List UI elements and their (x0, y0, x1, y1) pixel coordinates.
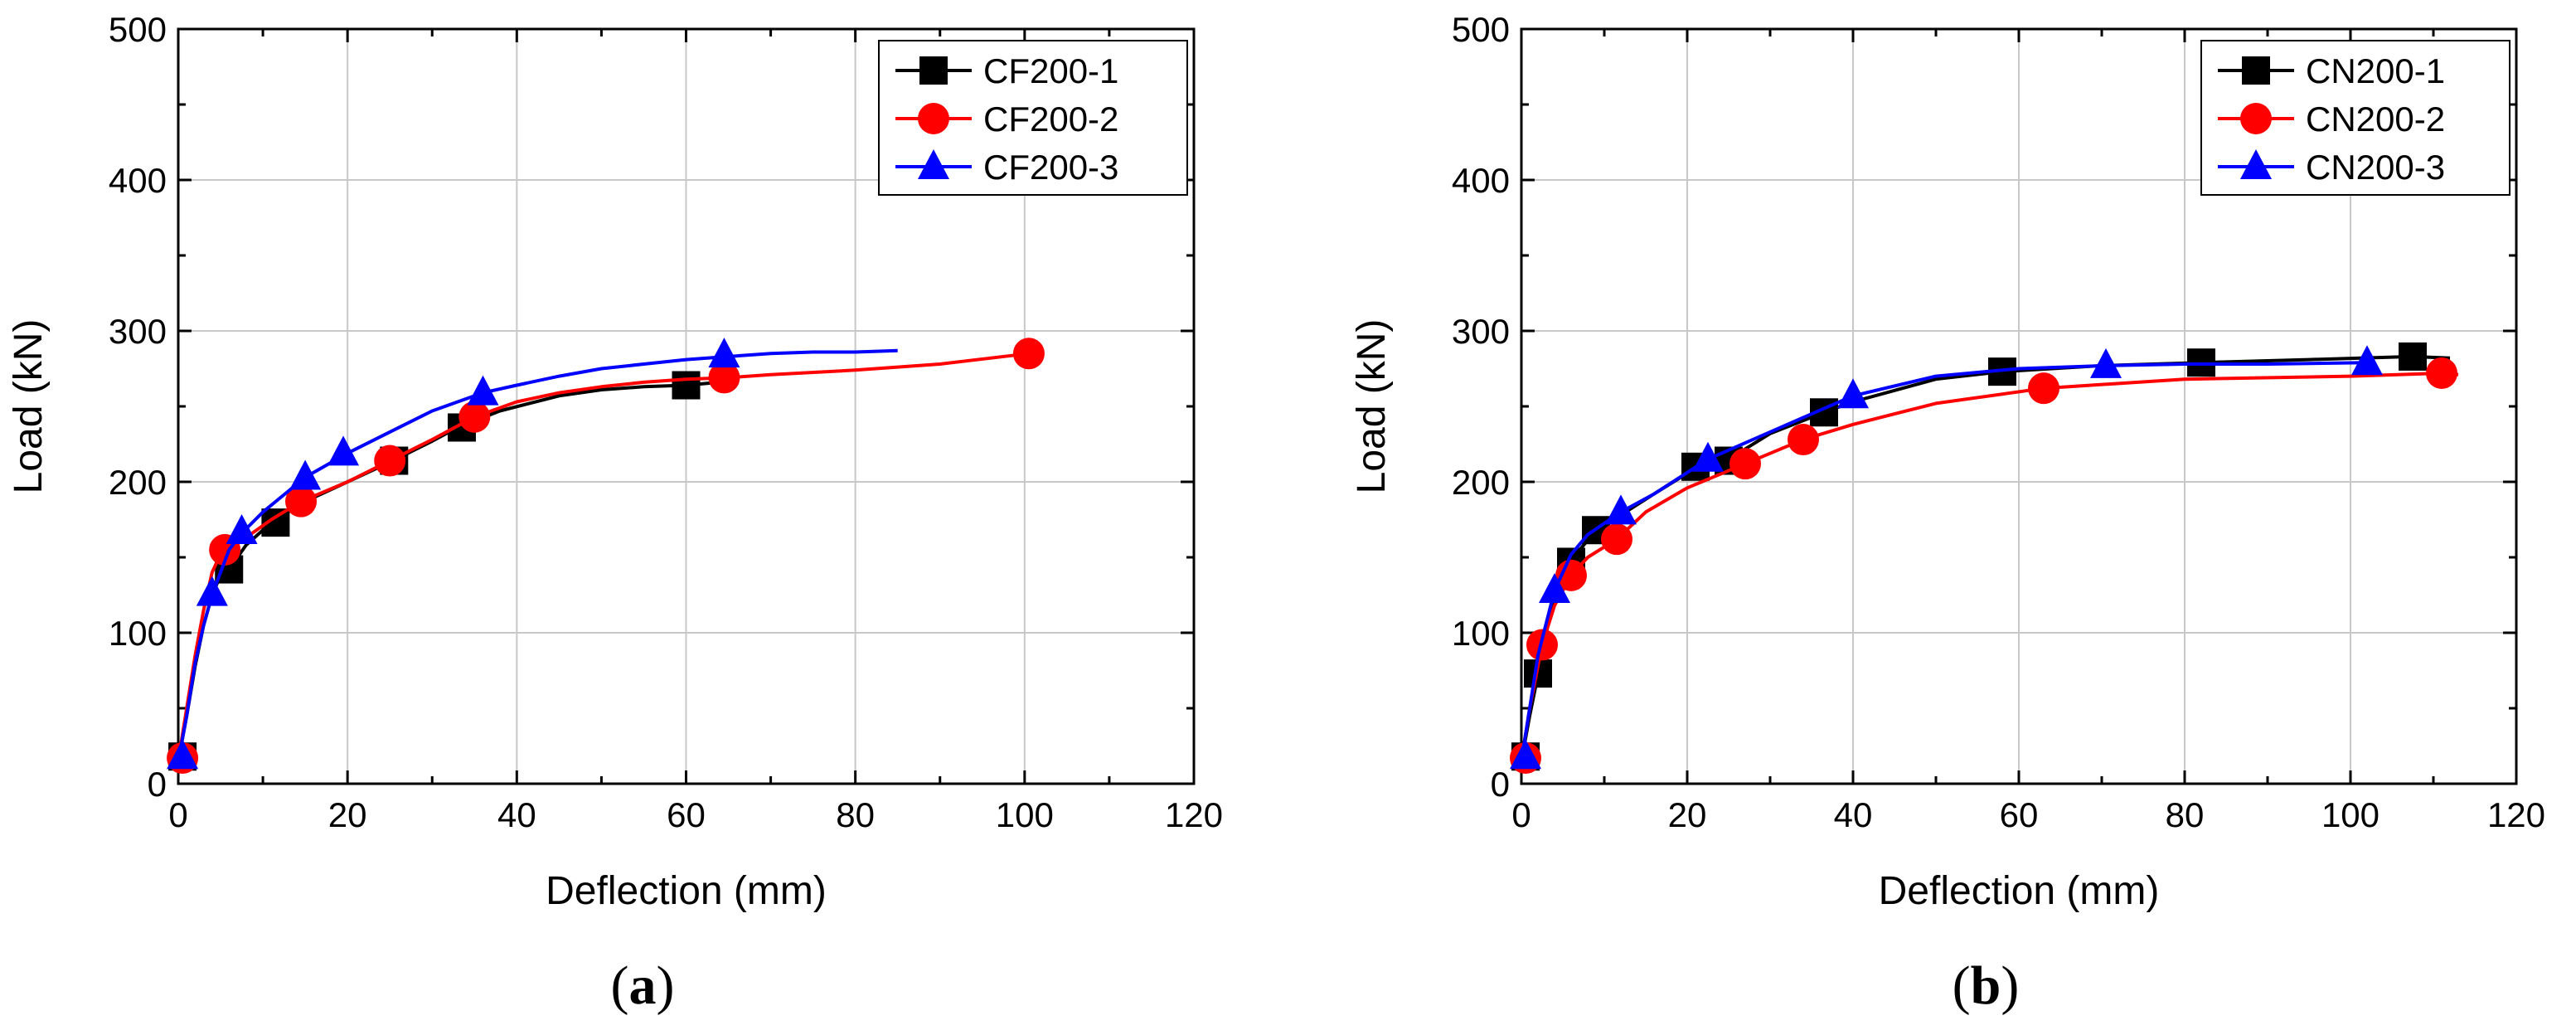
series-line-CF200-3 (177, 348, 898, 762)
series-point-CN200-3 (1605, 494, 1637, 525)
y-tick-label: 0 (148, 765, 167, 804)
x-tick-label: 0 (1511, 795, 1531, 834)
series-point-CF200-2 (285, 485, 318, 518)
y-tick-label: 300 (109, 312, 167, 351)
y-tick-label: 400 (1452, 161, 1510, 200)
series-point-CF200-1 (672, 371, 701, 400)
y-tick-label: 100 (109, 614, 167, 653)
legend-marker-CF200-1 (919, 56, 948, 85)
series-point-CN200-3 (1837, 378, 1869, 409)
series-point-CN200-3 (1510, 739, 1541, 770)
series-point-CF200-2 (374, 445, 406, 477)
caption-close-paren: ) (2001, 955, 2019, 1016)
y-tick-label: 500 (1452, 10, 1510, 49)
series-point-CF200-2 (708, 362, 740, 394)
x-tick-label: 20 (328, 795, 367, 834)
x-tick-label: 60 (667, 795, 706, 834)
x-tick-label: 40 (497, 795, 536, 834)
x-tick-label: 20 (1668, 795, 1707, 834)
caption-letter: b (1971, 955, 2001, 1016)
series-line-CN200-2 (1520, 372, 2459, 762)
y-tick-label: 500 (109, 10, 167, 49)
series-point-CN200-2 (1788, 424, 1819, 456)
series-point-CF200-3 (226, 514, 258, 545)
panel-caption: (a) (611, 955, 675, 1016)
caption-open-paren: ( (611, 955, 629, 1016)
series-line-CN200-1 (1520, 354, 2451, 762)
series-point-CF200-2 (1012, 338, 1045, 370)
x-tick-label: 100 (2321, 795, 2380, 834)
y-axis-title: Load (kN) (7, 319, 51, 494)
panel-caption: (b) (1953, 955, 2020, 1016)
x-tick-label: 0 (168, 795, 187, 834)
series-point-CN200-2 (2028, 372, 2059, 405)
series-point-CN200-2 (1601, 523, 1632, 556)
legend-marker-CN200-2 (2240, 103, 2272, 134)
series-point-CN200-3 (1539, 573, 1570, 604)
x-tick-label: 80 (836, 795, 875, 834)
series-point-CF200-3 (196, 576, 228, 606)
caption-close-paren: ) (657, 955, 675, 1016)
series-line-CF200-2 (177, 352, 1030, 762)
x-tick-label: 60 (2000, 795, 2039, 834)
caption-open-paren: ( (1953, 955, 1971, 1016)
x-tick-label: 100 (996, 795, 1054, 834)
series-point-CN200-1 (2399, 342, 2427, 371)
x-tick-label: 120 (1165, 795, 1223, 834)
series-point-CF200-3 (708, 338, 740, 368)
y-tick-label: 400 (109, 161, 167, 200)
y-tick-label: 200 (109, 463, 167, 502)
legend-marker-CF200-3 (918, 149, 949, 179)
series-line-CN200-3 (1520, 361, 2368, 762)
legend-label: CF200-3 (983, 148, 1118, 187)
series-point-CN200-2 (2426, 357, 2457, 389)
y-tick-label: 100 (1452, 614, 1510, 653)
y-tick-label: 200 (1452, 463, 1510, 502)
series-point-CF200-3 (467, 375, 499, 406)
series-point-CF200-3 (289, 459, 322, 490)
y-tick-label: 0 (1491, 765, 1510, 804)
y-tick-label: 300 (1452, 312, 1510, 351)
legend-marker-CN200-3 (2240, 149, 2272, 179)
series-point-CN200-3 (1692, 441, 1724, 472)
legend-label: CN200-2 (2306, 100, 2445, 138)
caption-letter: a (629, 955, 657, 1016)
x-tick-label: 80 (2166, 795, 2205, 834)
series-point-CF200-3 (167, 739, 199, 770)
series-point-CF200-2 (458, 401, 491, 433)
series-point-CF200-3 (327, 435, 360, 466)
series-point-CN200-3 (2351, 345, 2383, 376)
legend-label: CF200-2 (983, 100, 1118, 138)
legend-marker-CN200-1 (2242, 56, 2270, 85)
chart-panel-b: 0 20 40 60 80 100 120 0 100 200 300 400 500 Deflectio… (1350, 10, 2545, 1016)
chart-panel-a: 0 20 40 60 80 100 120 0 100 200 300 400 500 Deflectio… (7, 10, 1223, 1016)
x-axis-title: Deflection (mm) (1879, 869, 2160, 913)
series-point-CN200-2 (1729, 448, 1761, 480)
x-axis-title: Deflection (mm) (546, 869, 827, 913)
y-axis-title: Load (kN) (1350, 319, 1394, 494)
x-tick-label: 40 (1834, 795, 1873, 834)
legend-label: CN200-3 (2306, 148, 2445, 187)
legend-label: CF200-1 (983, 51, 1118, 90)
series-point-CN200-3 (2090, 347, 2122, 378)
x-tick-label: 120 (2487, 795, 2545, 834)
legend-label: CN200-1 (2306, 51, 2445, 90)
legend-marker-CF200-2 (918, 103, 949, 134)
